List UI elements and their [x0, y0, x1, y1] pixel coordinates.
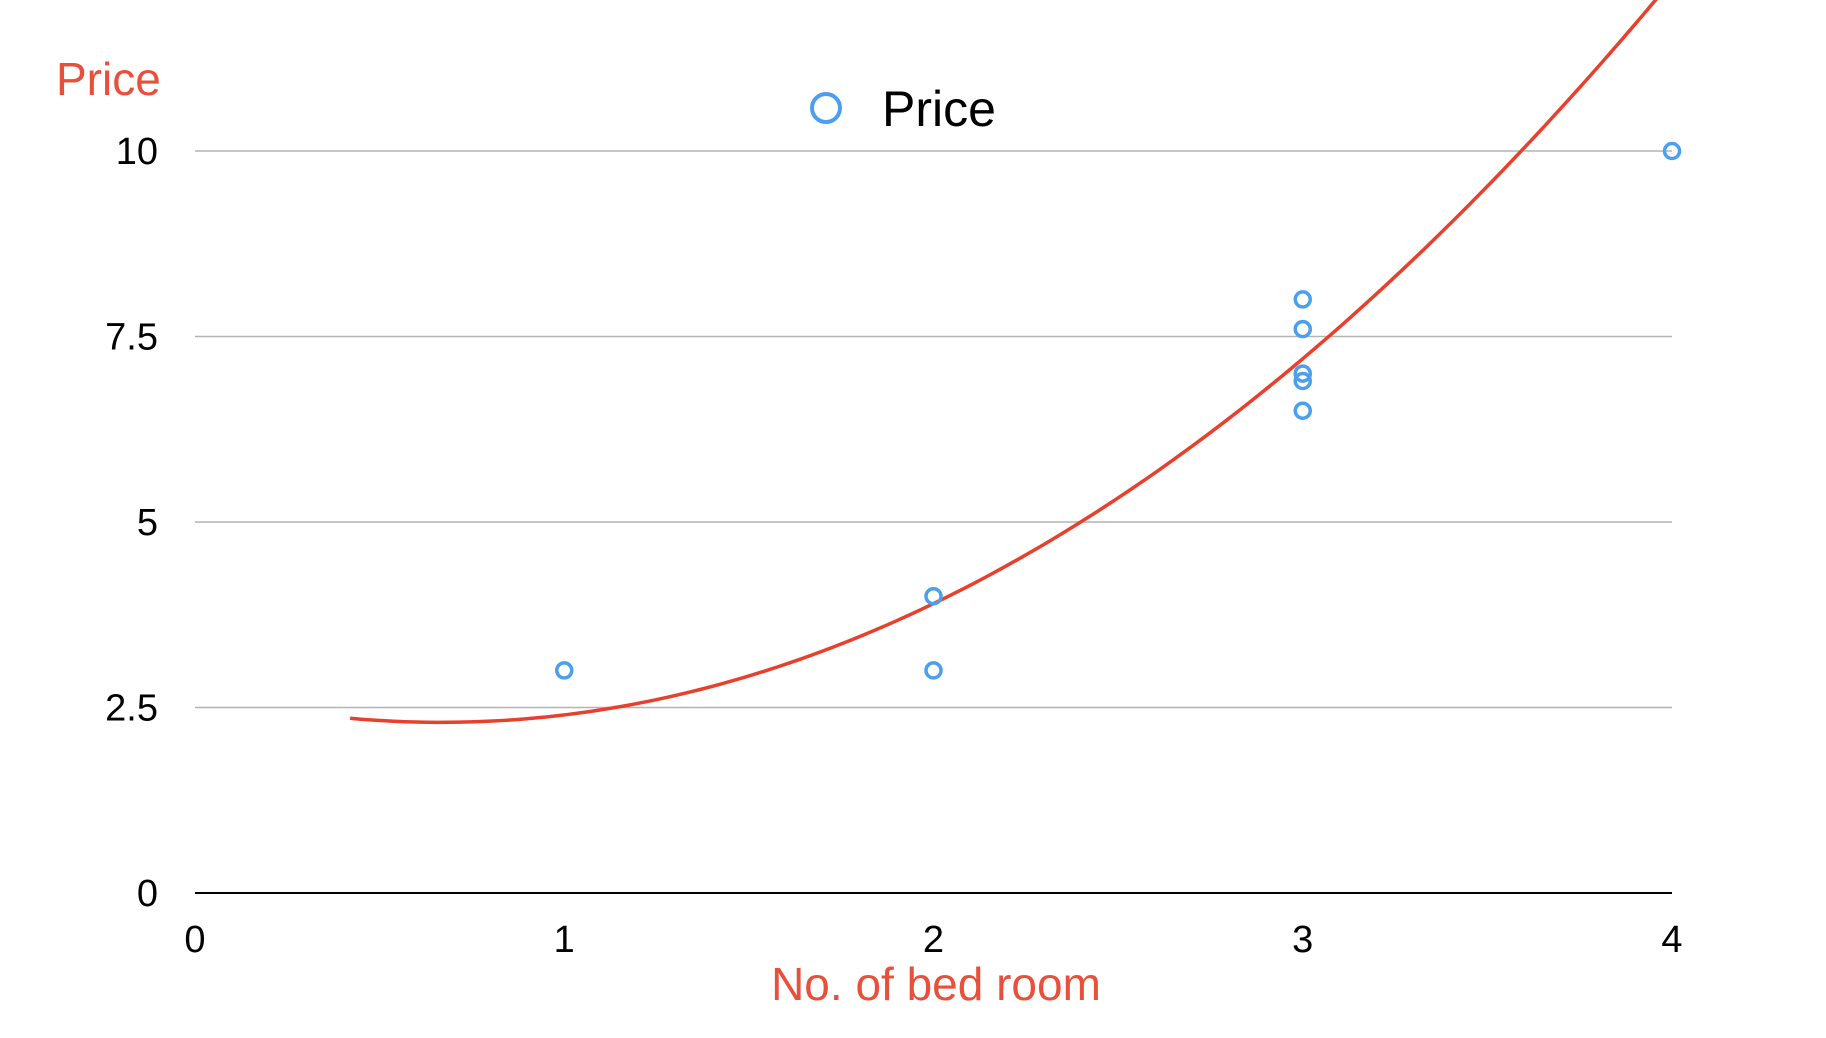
data-point	[924, 586, 943, 606]
data-point	[1293, 290, 1312, 309]
grid-lines	[195, 150, 1672, 709]
y-tick-label: 2.5	[105, 688, 158, 730]
y-tick-label: 5	[137, 502, 158, 544]
legend: Price	[810, 81, 996, 137]
y-axis-ticks: 0 2.5 5 7.5 10	[105, 131, 158, 915]
y-tick-label: 7.5	[105, 317, 158, 359]
x-axis-title: No. of bed room	[771, 958, 1101, 1010]
x-tick-label: 3	[1292, 919, 1313, 961]
x-axis-ticks: 0 1 2 3 4	[184, 919, 1682, 961]
data-point	[1662, 141, 1682, 161]
scatter-points	[555, 141, 1682, 680]
legend-marker-icon	[810, 92, 842, 124]
x-tick-label: 0	[184, 919, 205, 961]
x-tick-label: 4	[1661, 919, 1682, 961]
trendline-path	[349, 0, 1658, 725]
trendline	[349, 0, 1658, 725]
y-axis-title: Price	[56, 53, 161, 105]
data-point	[1293, 364, 1312, 383]
x-tick-label: 2	[923, 919, 944, 961]
y-tick-label: 0	[137, 873, 158, 915]
legend-label: Price	[882, 81, 996, 137]
data-point	[1293, 319, 1312, 339]
data-point	[924, 661, 943, 680]
data-point	[555, 661, 574, 680]
data-point	[1293, 401, 1312, 420]
y-tick-label: 10	[116, 131, 158, 173]
x-tick-label: 1	[554, 919, 575, 961]
data-point	[1293, 371, 1312, 391]
